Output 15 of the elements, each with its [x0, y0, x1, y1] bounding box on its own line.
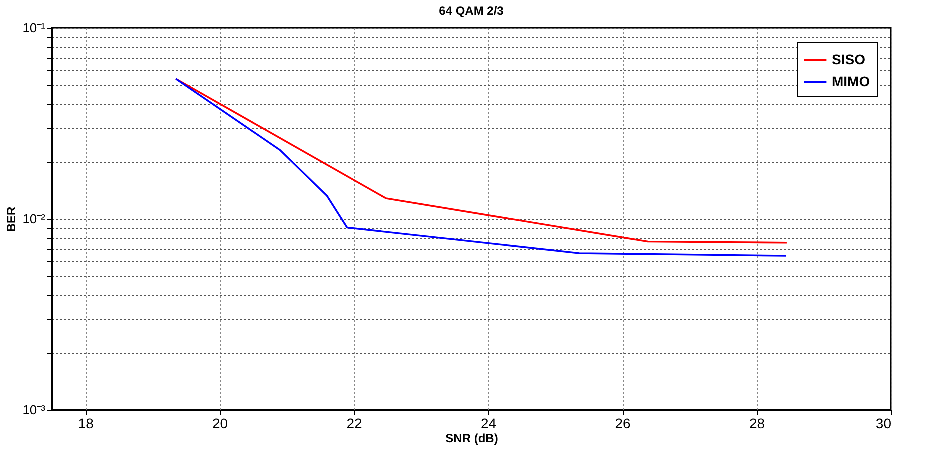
x-tick-label: 18	[78, 416, 94, 432]
y-axis-title: BER	[4, 206, 19, 232]
y-tick-label: 10⁻¹	[22, 20, 46, 36]
y-tick-label: 10⁻³	[22, 402, 46, 418]
legend-label: SISO	[832, 52, 866, 68]
chart-title: 64 QAM 2/3	[439, 4, 504, 18]
legend-label: MIMO	[832, 74, 870, 90]
x-tick-label: 26	[615, 416, 632, 432]
x-tick-label: 20	[212, 416, 228, 432]
y-tick-label: 10⁻²	[22, 212, 46, 226]
x-tick-label: 30	[876, 416, 892, 432]
x-tick-label: 22	[346, 416, 363, 432]
x-tick-label: 24	[480, 416, 497, 432]
x-axis-title: SNR (dB)	[446, 432, 498, 446]
x-tick-label: 28	[749, 416, 766, 432]
